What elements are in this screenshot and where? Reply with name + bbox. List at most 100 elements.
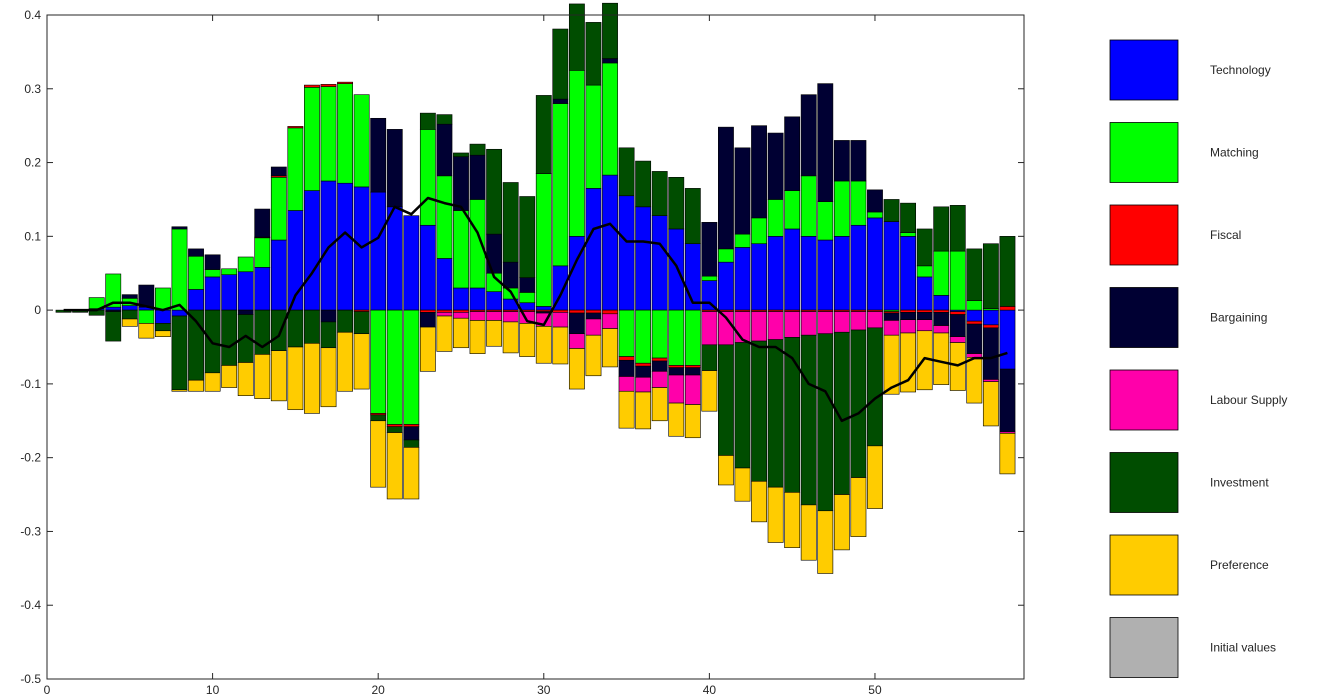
bar-segment-matching xyxy=(154,287,171,311)
bar-segment-investment xyxy=(535,95,552,174)
bar-segment-matching xyxy=(900,232,917,237)
bar-segment-matching xyxy=(767,199,784,237)
bar-segment-preference xyxy=(386,432,403,500)
bar-segment-investment xyxy=(668,177,685,230)
bar-segment-bargaining xyxy=(568,312,585,335)
bar-segment-technology xyxy=(154,309,171,324)
bar-segment-labour-supply xyxy=(701,311,718,346)
bar-segment-labour-supply xyxy=(552,312,569,328)
y-tick-label: -0.3 xyxy=(20,524,41,538)
bar-segment-bargaining xyxy=(668,367,685,376)
bar-segment-preference xyxy=(436,315,453,352)
bar-segment-investment xyxy=(270,309,287,351)
bar-segment-technology xyxy=(999,309,1016,370)
bar-segment-fiscal xyxy=(982,324,999,329)
bar-segment-bargaining xyxy=(453,156,469,211)
bar-segment-technology xyxy=(453,287,469,311)
bar-segment-fiscal xyxy=(568,309,585,314)
bar-segment-matching xyxy=(188,255,204,290)
bar-segment-matching xyxy=(949,250,966,311)
bar-segment-labour-supply xyxy=(651,371,668,388)
bar-segment-bargaining xyxy=(138,284,155,308)
bar-segment-technology xyxy=(270,239,287,311)
bar-segment-technology xyxy=(982,309,999,326)
bar-segment-technology xyxy=(701,280,718,311)
bar-segment-investment xyxy=(999,236,1016,307)
bar-segment-preference xyxy=(718,455,734,486)
bar-segment-labour-supply xyxy=(486,311,503,321)
bar-segment-fiscal xyxy=(453,309,469,313)
bar-segment-labour-supply xyxy=(850,311,867,331)
legend-label: Preference xyxy=(1210,558,1269,572)
bar-segment-investment xyxy=(718,344,734,456)
bar-segment-bargaining xyxy=(602,58,618,64)
bar-segment-preference xyxy=(121,318,138,327)
bar-segment-labour-supply xyxy=(817,311,834,335)
bar-segment-preference xyxy=(370,420,387,488)
bar-segment-fiscal xyxy=(618,356,635,361)
bar-segment-investment xyxy=(171,315,188,391)
bar-segment-preference xyxy=(933,332,950,385)
bar-segment-preference xyxy=(734,467,751,502)
bar-segment-labour-supply xyxy=(568,333,585,349)
bar-segment-matching xyxy=(138,309,155,324)
bar-segment-preference xyxy=(751,480,767,523)
legend-swatch-bargaining xyxy=(1109,287,1179,348)
bar-segment-technology xyxy=(784,228,801,311)
bar-segment-matching xyxy=(453,210,469,289)
bar-segment-investment xyxy=(221,309,238,366)
bar-segment-matching xyxy=(552,103,569,267)
y-tick-label: 0.4 xyxy=(24,8,41,22)
bar-segment-investment xyxy=(701,344,718,371)
bar-segment-preference xyxy=(900,332,917,393)
bar-segment-labour-supply xyxy=(900,319,917,334)
legend-label: Technology xyxy=(1210,63,1271,77)
bar-segment-technology xyxy=(204,276,221,311)
bar-segment-preference xyxy=(287,346,304,411)
bar-segment-bargaining xyxy=(982,327,999,380)
bar-segment-investment xyxy=(867,327,883,447)
bar-segment-preference xyxy=(519,323,536,357)
bar-segment-fiscal xyxy=(668,365,685,368)
bar-segment-fiscal xyxy=(651,357,668,362)
bar-segment-preference xyxy=(635,391,652,430)
bar-segment-bargaining xyxy=(751,125,767,219)
bar-segment-technology xyxy=(254,267,271,311)
bar-segment-preference xyxy=(701,370,718,412)
bar-segment-fiscal xyxy=(900,309,917,313)
bar-segment-fiscal xyxy=(966,320,983,325)
bar-segment-investment xyxy=(883,199,900,222)
bar-segment-matching xyxy=(403,309,420,425)
bar-segment-bargaining xyxy=(585,312,602,320)
bar-segment-matching xyxy=(221,268,238,275)
bar-segment-bargaining xyxy=(188,248,204,257)
bar-segment-bargaining xyxy=(254,208,271,238)
bar-segment-fiscal xyxy=(684,365,701,368)
bar-segment-investment xyxy=(568,3,585,71)
y-tick-label: -0.2 xyxy=(20,451,41,465)
legend-swatch-matching xyxy=(1109,122,1179,183)
bar-segment-technology xyxy=(867,217,883,311)
bar-segment-matching xyxy=(585,84,602,189)
bar-segment-investment xyxy=(552,28,569,100)
legend-label: Investment xyxy=(1210,476,1269,490)
bar-segment-matching xyxy=(237,256,254,273)
bar-segment-matching xyxy=(105,273,122,308)
bar-segment-matching xyxy=(850,180,867,226)
legend-swatch-initial-values xyxy=(1109,617,1179,678)
bar-segment-matching xyxy=(568,70,585,237)
x-tick-label: 0 xyxy=(44,683,51,697)
bar-segment-bargaining xyxy=(767,132,784,200)
bar-segment-investment xyxy=(386,426,403,433)
bar-segment-technology xyxy=(668,228,685,311)
bar-segment-preference xyxy=(684,404,701,439)
bar-segment-investment xyxy=(121,309,138,320)
legend-swatch-investment xyxy=(1109,452,1179,513)
bar-segment-matching xyxy=(966,300,983,311)
bar-segment-matching xyxy=(270,177,287,241)
bar-segment-technology xyxy=(900,236,917,311)
bar-segment-matching xyxy=(651,309,668,359)
bar-segment-labour-supply xyxy=(784,311,801,338)
bar-segment-bargaining xyxy=(552,98,569,104)
